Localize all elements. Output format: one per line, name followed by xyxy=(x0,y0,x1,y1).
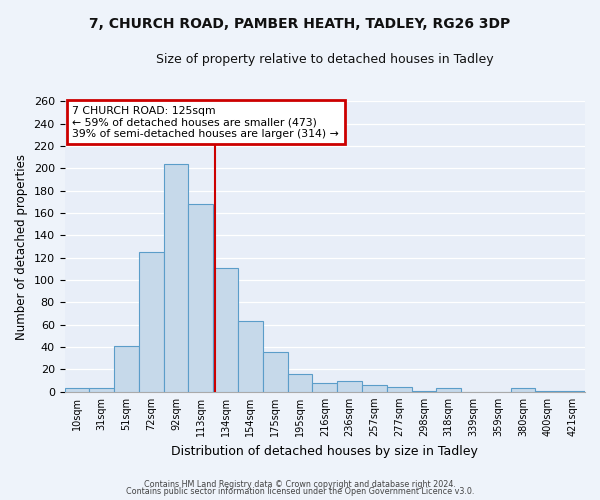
Bar xyxy=(387,388,412,392)
Bar xyxy=(89,388,114,392)
Bar xyxy=(238,322,263,392)
Title: Size of property relative to detached houses in Tadley: Size of property relative to detached ho… xyxy=(156,52,494,66)
Bar xyxy=(188,204,213,392)
Bar xyxy=(362,385,387,392)
Bar xyxy=(114,346,139,392)
Bar xyxy=(139,252,164,392)
Bar xyxy=(511,388,535,392)
Text: Contains public sector information licensed under the Open Government Licence v3: Contains public sector information licen… xyxy=(126,488,474,496)
Bar xyxy=(65,388,89,392)
Bar xyxy=(337,380,362,392)
Bar xyxy=(164,164,188,392)
Bar xyxy=(313,383,337,392)
Bar xyxy=(436,388,461,392)
Text: 7, CHURCH ROAD, PAMBER HEATH, TADLEY, RG26 3DP: 7, CHURCH ROAD, PAMBER HEATH, TADLEY, RG… xyxy=(89,18,511,32)
Bar xyxy=(412,390,436,392)
Text: Contains HM Land Registry data © Crown copyright and database right 2024.: Contains HM Land Registry data © Crown c… xyxy=(144,480,456,489)
Bar xyxy=(560,390,585,392)
Y-axis label: Number of detached properties: Number of detached properties xyxy=(15,154,28,340)
Bar xyxy=(263,352,287,392)
Bar xyxy=(213,268,238,392)
Text: 7 CHURCH ROAD: 125sqm
← 59% of detached houses are smaller (473)
39% of semi-det: 7 CHURCH ROAD: 125sqm ← 59% of detached … xyxy=(73,106,339,139)
X-axis label: Distribution of detached houses by size in Tadley: Distribution of detached houses by size … xyxy=(172,444,478,458)
Bar xyxy=(535,390,560,392)
Bar xyxy=(287,374,313,392)
